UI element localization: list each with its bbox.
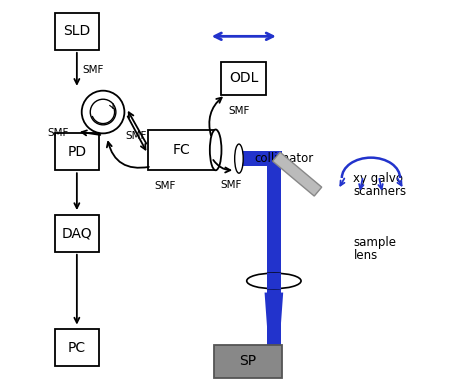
Bar [55, 330, 99, 366]
Text: lens: lens [354, 249, 378, 262]
Text: SMF: SMF [126, 131, 147, 141]
Ellipse shape [210, 129, 221, 170]
Text: PC: PC [68, 341, 86, 355]
Polygon shape [273, 152, 322, 196]
Text: SMF: SMF [220, 180, 242, 190]
Text: collimator: collimator [255, 152, 314, 165]
Circle shape [82, 91, 124, 133]
Bar [266, 273, 281, 289]
Bar [55, 215, 99, 252]
Text: SLD: SLD [63, 25, 91, 38]
Text: xy galvo: xy galvo [354, 172, 403, 185]
Bar [266, 151, 281, 166]
Text: SMF: SMF [82, 65, 104, 75]
Bar [148, 129, 216, 170]
Text: SMF: SMF [228, 106, 250, 116]
Text: PD: PD [67, 145, 86, 159]
Bar [214, 345, 282, 378]
Bar [243, 151, 282, 166]
Ellipse shape [246, 273, 301, 289]
Bar [221, 61, 266, 95]
Text: sample: sample [354, 236, 396, 249]
Bar [55, 13, 99, 50]
Text: SP: SP [239, 355, 256, 368]
Bar [55, 133, 99, 170]
Text: DAQ: DAQ [62, 226, 92, 240]
Text: scanners: scanners [354, 185, 407, 198]
Text: SMF: SMF [155, 181, 176, 191]
Bar [266, 166, 281, 345]
Text: ODL: ODL [229, 71, 258, 85]
Text: FC: FC [173, 143, 191, 157]
Polygon shape [264, 292, 283, 341]
Text: SMF: SMF [48, 128, 69, 138]
Ellipse shape [235, 144, 243, 173]
